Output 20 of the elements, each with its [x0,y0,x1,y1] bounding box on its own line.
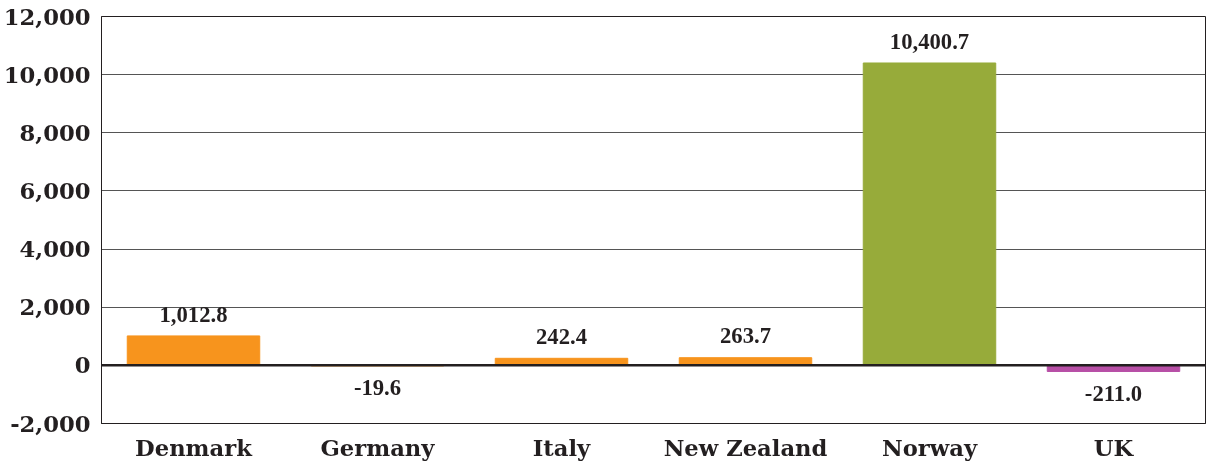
y-tick-label: 8,000 [19,119,91,146]
x-tick-label: New Zealand [663,434,828,461]
y-tick-label: -2,000 [10,410,91,437]
data-label: 10,400.7 [889,28,970,54]
x-tick-label: Italy [532,434,592,461]
data-label: -211.0 [1084,380,1143,406]
y-tick-label: 2,000 [19,294,91,321]
y-tick-label: 12,000 [3,3,91,30]
data-label: -19.6 [353,375,402,401]
y-tick-label: 10,000 [3,61,91,88]
y-tick-label: 4,000 [19,236,91,263]
x-tick-label: Denmark [135,434,254,461]
x-tick-label: Norway [881,434,978,461]
x-tick-label: Germany [320,434,436,461]
x-tick-label: UK [1093,434,1135,461]
y-tick-label: 0 [74,352,91,379]
data-label: 242.4 [536,324,587,350]
data-label: 1,012.8 [159,301,228,327]
y-tick-label: 6,000 [19,177,91,204]
data-label: 263.7 [720,323,771,349]
